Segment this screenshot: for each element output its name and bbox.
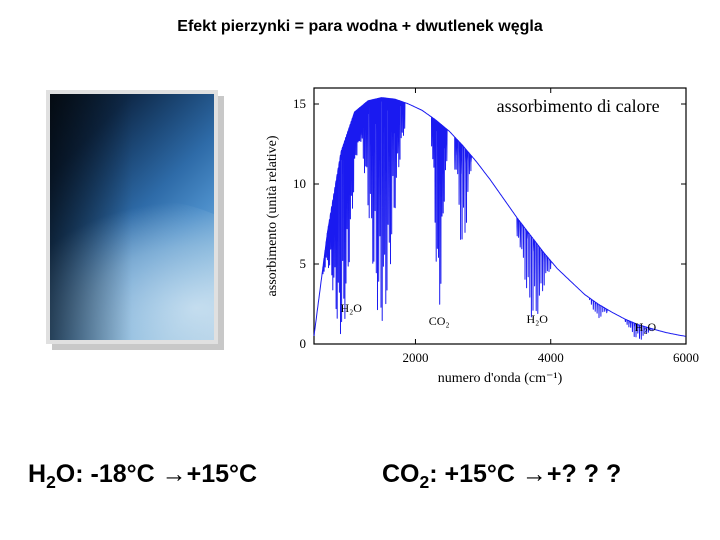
svg-text:assorbimento (unità relative): assorbimento (unità relative): [265, 135, 280, 296]
svg-text:H₂O: H₂O: [635, 320, 657, 334]
svg-text:5: 5: [300, 256, 307, 271]
svg-text:0: 0: [300, 336, 307, 351]
slide-title: Efekt pierzynki = para wodna + dwutlenek…: [0, 18, 720, 36]
co2-effect-label: CO2: +15°C →+? ? ?: [382, 460, 621, 493]
svg-text:4000: 4000: [538, 350, 564, 365]
svg-text:2000: 2000: [402, 350, 428, 365]
svg-text:assorbimento di calore: assorbimento di calore: [497, 96, 660, 116]
svg-text:numero d'onda (cm⁻¹): numero d'onda (cm⁻¹): [438, 371, 563, 386]
title-main: Efekt pierzynki: [177, 18, 290, 35]
svg-text:H₂O: H₂O: [340, 301, 362, 315]
title-sub: = para wodna + dwutlenek węgla: [290, 18, 543, 35]
svg-text:15: 15: [293, 96, 306, 111]
svg-text:H₂O: H₂O: [526, 312, 548, 326]
svg-text:6000: 6000: [673, 350, 699, 365]
svg-text:10: 10: [293, 176, 306, 191]
svg-text:CO₂: CO₂: [429, 314, 450, 328]
h2o-effect-label: H2O: -18°C →+15°C: [28, 460, 257, 493]
absorption-spectrum-chart: 0 5 10 15 2000 4000 6000 numero d'onda (cm⁻¹) as…: [262, 78, 702, 388]
earth-atmosphere-image: [46, 90, 218, 344]
